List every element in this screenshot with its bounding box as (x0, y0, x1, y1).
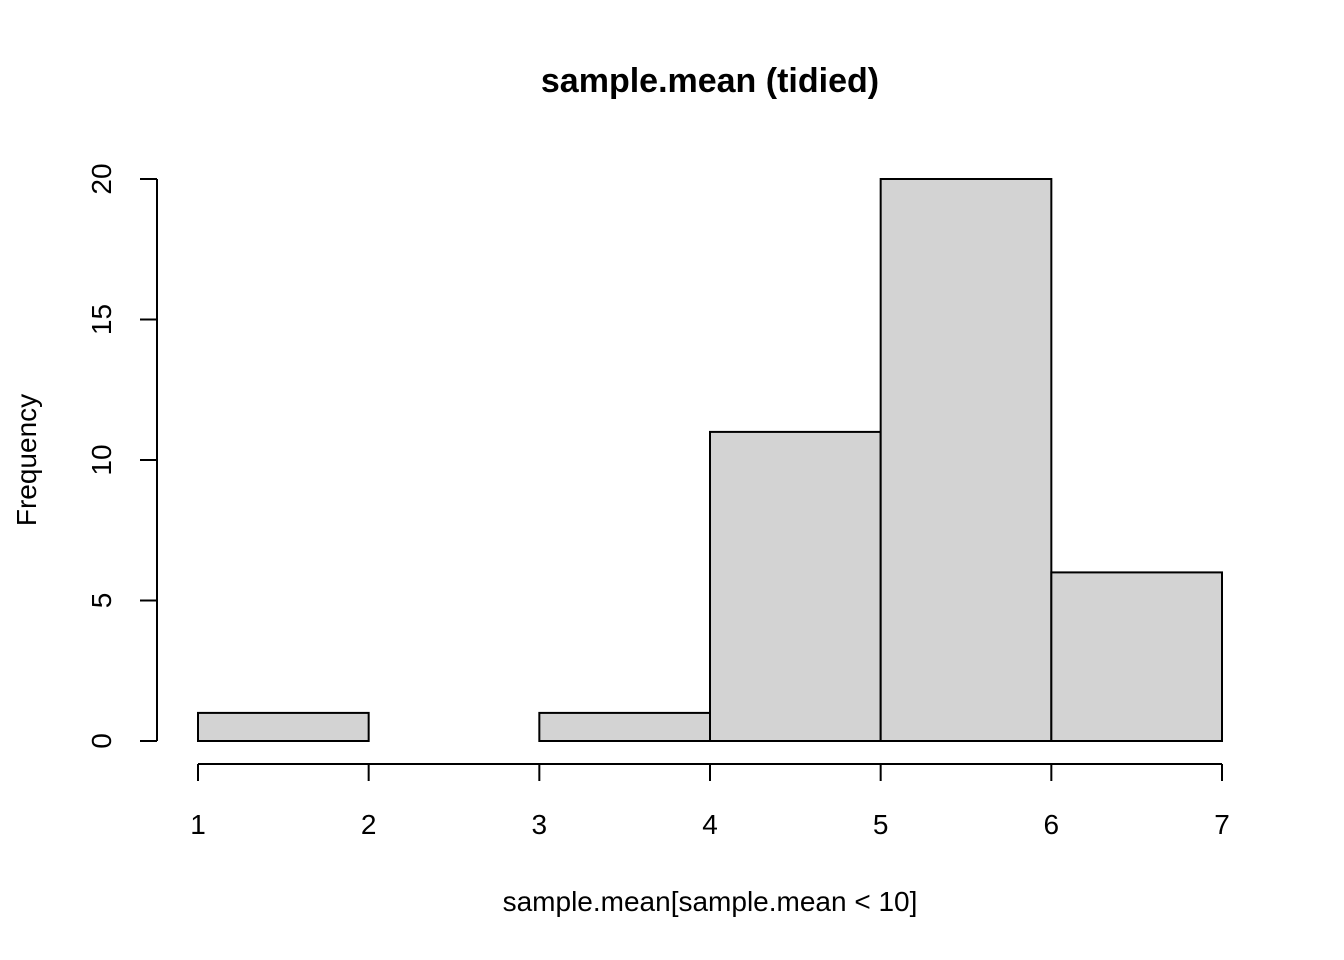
x-tick-label-2: 3 (532, 809, 548, 840)
x-tick-label-6: 7 (1214, 809, 1230, 840)
x-tick-label-5: 6 (1044, 809, 1060, 840)
histogram-bar-4 (879, 178, 1053, 742)
x-tick-label-3: 4 (702, 809, 718, 840)
histogram-bar-5 (1050, 571, 1224, 743)
y-tick-label-3: 15 (86, 304, 117, 335)
histogram-bar-0 (197, 711, 370, 743)
y-axis-label: Frequency (11, 394, 42, 526)
histogram-bar-3 (709, 430, 882, 742)
x-tick-label-4: 5 (873, 809, 889, 840)
chart-title: sample.mean (tidied) (541, 62, 879, 100)
histogram-bar-2 (538, 711, 711, 743)
y-axis: 0 5 10 15 20 (86, 163, 158, 749)
y-tick-label-2: 10 (86, 444, 117, 475)
y-tick-label-1: 5 (86, 593, 117, 609)
bars-group (197, 178, 1224, 743)
y-tick-label-0: 0 (86, 733, 117, 749)
y-tick-label-4: 20 (86, 163, 117, 194)
x-tick-label-1: 2 (361, 809, 377, 840)
x-tick-label-0: 1 (190, 809, 206, 840)
x-axis-label: sample.mean[sample.mean < 10] (503, 886, 918, 917)
x-axis: 1 2 3 4 5 6 7 (190, 763, 1230, 840)
